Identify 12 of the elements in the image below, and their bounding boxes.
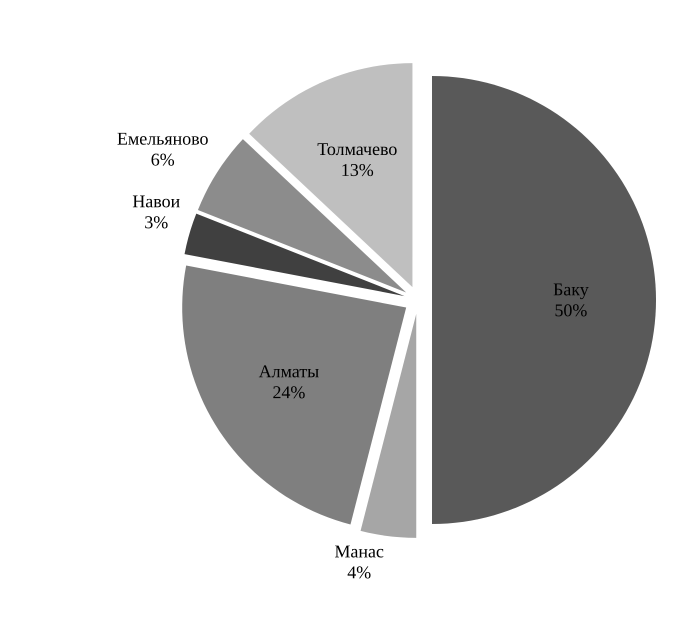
data-label: 50% bbox=[556, 304, 587, 316]
data-label: 6% bbox=[152, 154, 174, 166]
slice-label: Алматы bbox=[258, 365, 319, 378]
slice-label: Толмачево bbox=[318, 143, 397, 156]
slice-label: Емельяново bbox=[117, 132, 208, 145]
data-label: 4% bbox=[348, 566, 371, 578]
slice-label: Манас bbox=[335, 546, 384, 558]
data-label: 13% bbox=[342, 164, 374, 176]
slice-label: Навои bbox=[132, 195, 180, 208]
slice-label: Баку bbox=[554, 284, 589, 300]
data-label: 24% bbox=[273, 386, 305, 398]
data-label: 3% bbox=[145, 216, 168, 228]
